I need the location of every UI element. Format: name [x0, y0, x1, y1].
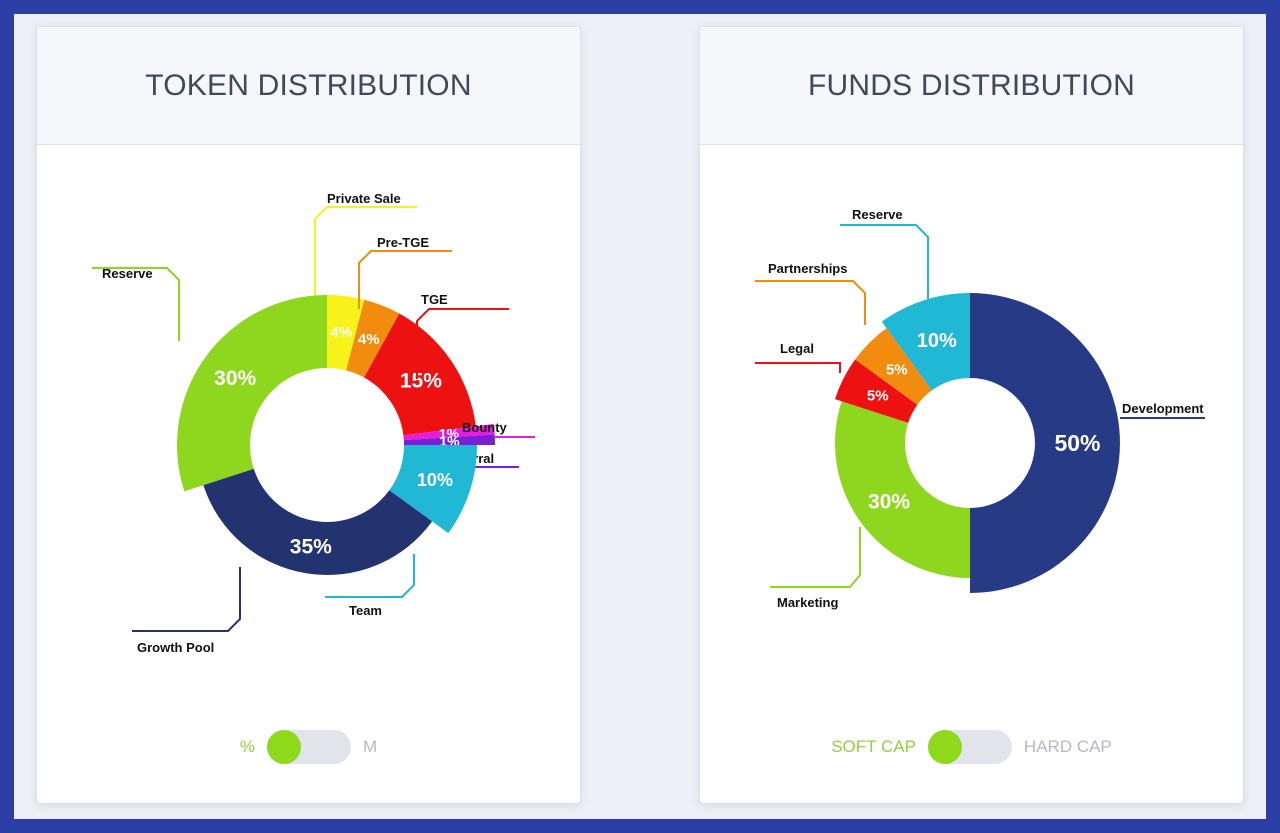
slice-private-sale-arc	[327, 295, 365, 371]
slice-tge: 15% TGE	[364, 292, 509, 436]
slice-reserve: 10% Reserve	[840, 207, 970, 391]
toggle-label-soft-cap[interactable]: SOFT CAP	[831, 737, 916, 756]
token-card-title: TOKEN DISTRIBUTION	[145, 68, 472, 102]
toggle-knob	[927, 730, 962, 764]
slice-growth-pool-arc	[203, 468, 433, 575]
slice-pre-tge-arc	[346, 299, 400, 378]
callout-label-pre-tge: Pre-TGE	[377, 235, 429, 250]
slice-development-arc	[970, 293, 1120, 593]
page-frame: TOKEN DISTRIBUTION 4% Private Sale 4% Pre-T…	[14, 14, 1266, 819]
callout-label-private-sale: Private Sale	[327, 191, 401, 206]
callout-label-team: Team	[349, 603, 382, 618]
callout-line-marketing	[770, 527, 861, 588]
slice-private-sale-value-label: 4%	[330, 324, 352, 341]
callout-label-growth-pool: Growth Pool	[137, 640, 214, 655]
callout-label-partnerships: Partnerships	[768, 261, 847, 276]
slice-pre-tge-value-label: 4%	[358, 331, 380, 348]
callout-label-legal: Legal	[780, 341, 814, 356]
token-donut-chart: 4%Private Sale4%Pre-TGE15%TGE1%Bounty1%R…	[92, 191, 535, 655]
slice-private-sale: 4% Private Sale	[314, 191, 417, 371]
callout-line-reserve	[92, 267, 180, 341]
slice-marketing-arc	[835, 401, 970, 578]
funds-card-header: FUNDS DISTRIBUTION	[700, 27, 1243, 145]
slice-legal-arc	[834, 359, 918, 423]
slice-reserve-value-label: 10%	[917, 330, 957, 352]
slice-referral-arc	[403, 434, 495, 445]
token-unit-toggle-row: % M	[37, 729, 580, 765]
funds-cap-toggle-row: SOFT CAP HARD CAP	[700, 729, 1243, 765]
callout-label-marketing: Marketing	[777, 595, 838, 610]
slice-reserve: 30% Reserve	[92, 266, 327, 492]
slice-legal: 5% Legal	[755, 341, 918, 423]
slice-partnerships-value-label: 5%	[886, 361, 908, 378]
callout-line-pre-tge	[358, 250, 452, 309]
callout-line-reserve	[840, 224, 929, 299]
toggle-label-million[interactable]: M	[362, 737, 378, 756]
funds-cap-toggle[interactable]	[927, 730, 1012, 764]
callout-label-reserve: Reserve	[852, 207, 903, 222]
token-card-header: TOKEN DISTRIBUTION	[37, 27, 580, 145]
slice-team-arc	[389, 445, 478, 534]
slice-pre-tge: 4% Pre-TGE	[346, 235, 452, 378]
callout-line-partnerships	[755, 280, 866, 325]
funds-card-title: FUNDS DISTRIBUTION	[808, 68, 1135, 102]
callout-line-team	[325, 554, 415, 598]
slice-bounty-arc	[403, 423, 495, 441]
callout-line-legal	[755, 362, 841, 373]
slice-marketing-value-label: 30%	[868, 490, 910, 513]
toggle-knob	[266, 730, 301, 764]
callout-line-private-sale	[314, 206, 417, 317]
slice-legal-value-label: 5%	[867, 388, 889, 405]
slice-team: 10% Team	[325, 445, 478, 618]
slice-tge-arc	[364, 313, 476, 436]
slice-marketing: 30% Marketing	[770, 401, 970, 610]
slice-reserve-arc	[881, 293, 970, 391]
token-distribution-card: TOKEN DISTRIBUTION 4% Private Sale 4% Pre-T…	[36, 26, 581, 804]
token-unit-toggle[interactable]	[266, 730, 351, 764]
slice-reserve-arc	[177, 295, 327, 492]
funds-donut-chart: 50% Development 30% Marketing 5% Legal 5% Partn…	[755, 207, 1205, 610]
slice-development-value-label: 50%	[1054, 430, 1100, 456]
slice-reserve-value-label: 30%	[214, 367, 256, 390]
toggle-label-percent[interactable]: %	[239, 737, 255, 756]
callout-label-development: Development	[1122, 401, 1204, 416]
slice-growth-pool-value-label: 35%	[290, 536, 332, 559]
callout-label-bounty: Bounty	[462, 420, 508, 435]
slice-bounty: 1% Bounty	[403, 420, 535, 441]
slice-development: 50% Development	[970, 293, 1205, 593]
callout-line-tge	[416, 308, 509, 379]
funds-distribution-card: FUNDS DISTRIBUTION 50% Development 30% Mark…	[699, 26, 1244, 804]
callout-label-reserve: Reserve	[102, 266, 153, 281]
slice-partnerships: 5% Partnerships	[755, 261, 932, 405]
slice-tge-value-label: 15%	[400, 370, 442, 393]
slice-team-value-label: 10%	[417, 470, 453, 490]
slice-partnerships-arc	[855, 328, 932, 405]
toggle-label-hard-cap[interactable]: HARD CAP	[1023, 737, 1112, 756]
callout-label-tge: TGE	[421, 292, 448, 307]
slice-growth-pool: 35% Growth Pool	[132, 468, 433, 655]
callout-line-growth-pool	[132, 567, 241, 632]
